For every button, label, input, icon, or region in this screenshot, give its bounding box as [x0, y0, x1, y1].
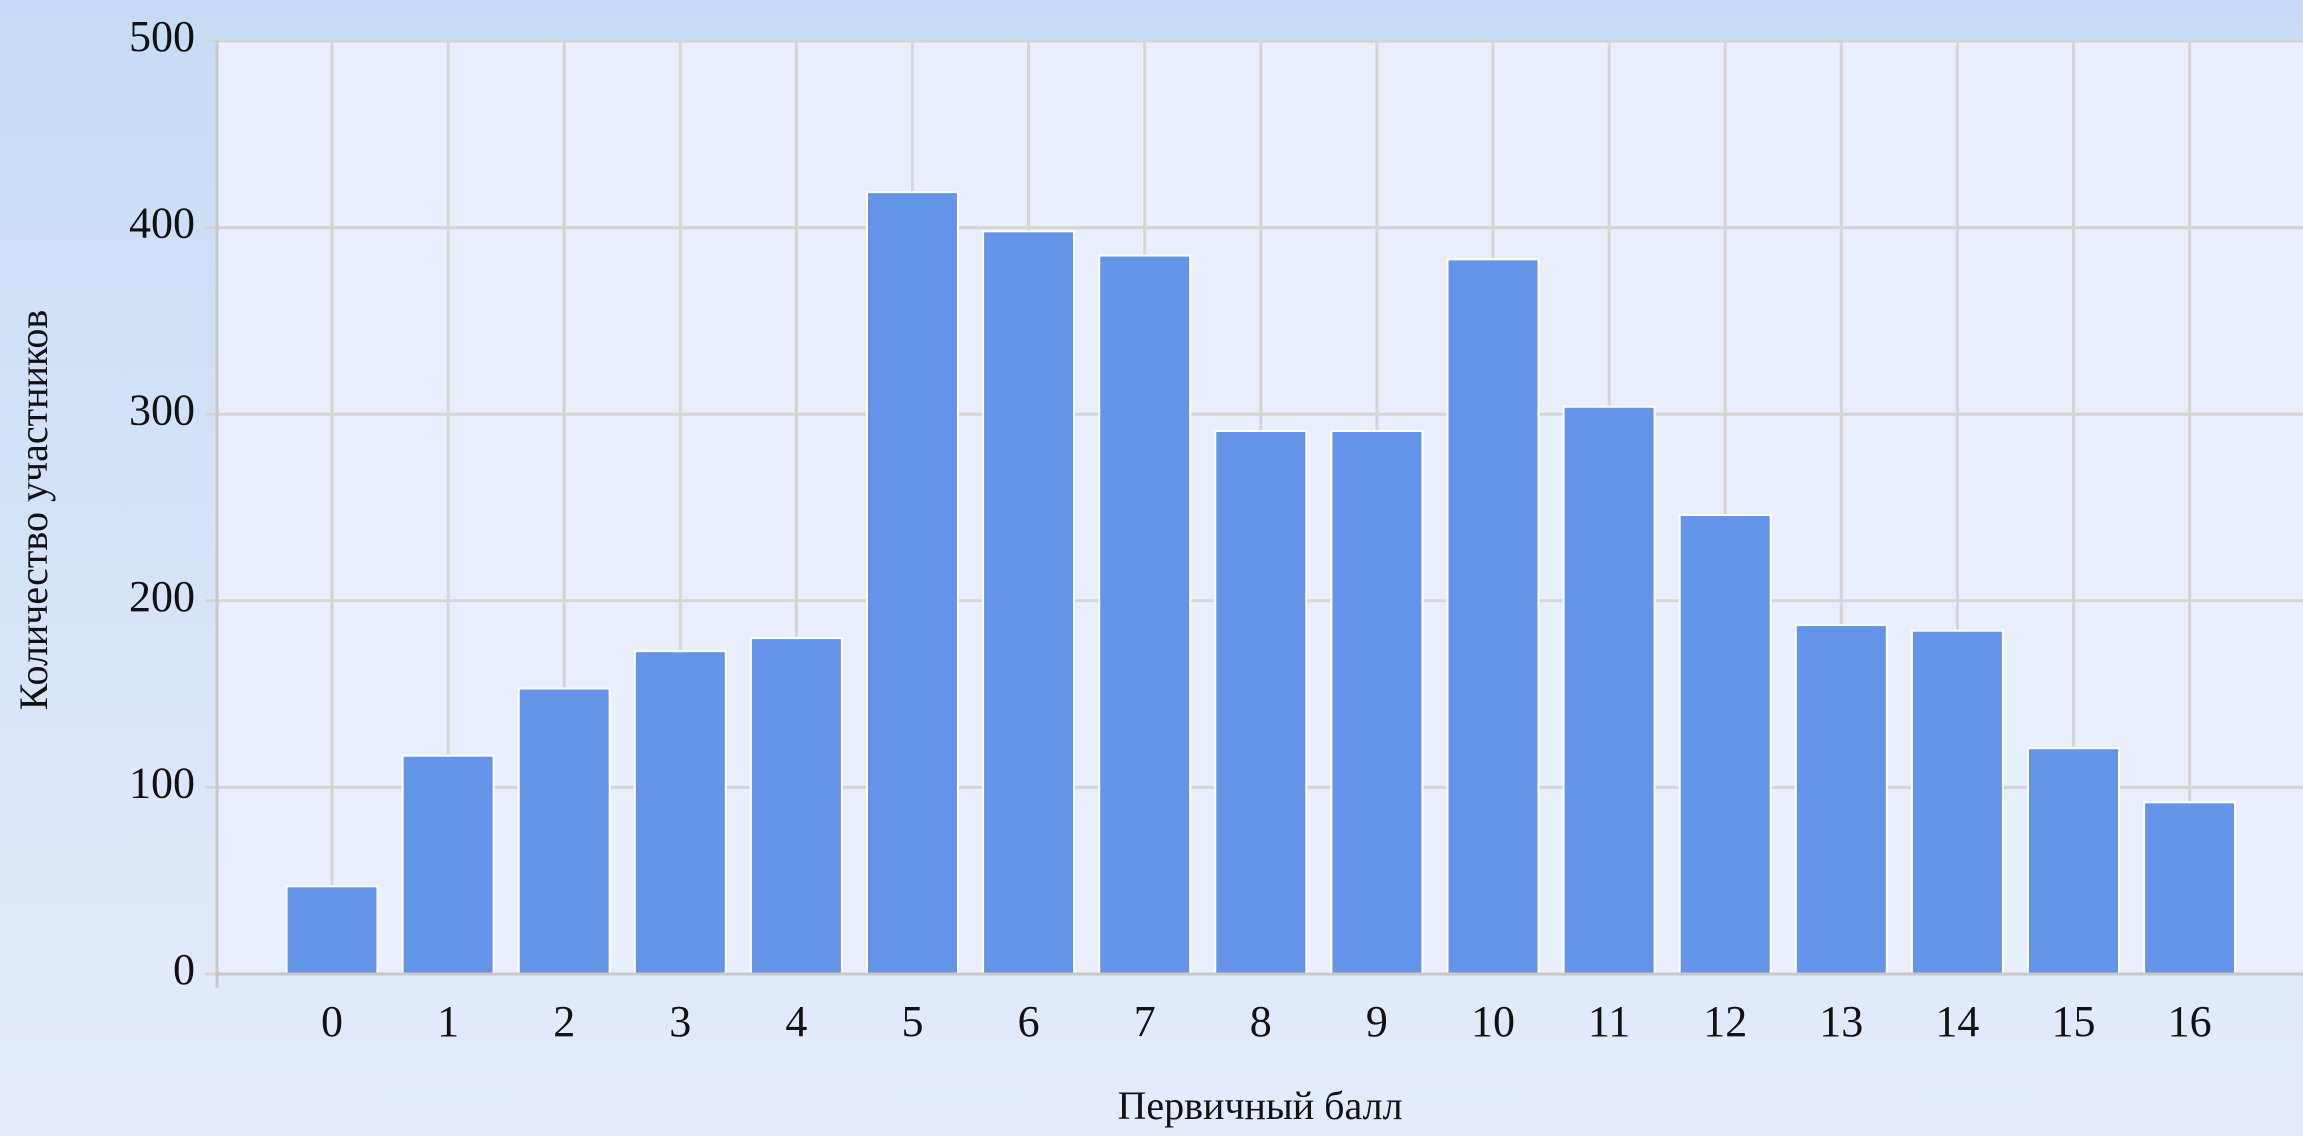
y-tick-label: 500: [129, 12, 195, 61]
bar: [401, 754, 495, 975]
bar: [285, 885, 379, 975]
y-tick-label: 100: [129, 758, 195, 807]
y-tick-label: 200: [129, 572, 195, 621]
x-tick-label: 3: [669, 997, 691, 1046]
x-tick-label: 12: [1703, 997, 1747, 1046]
x-tick-label: 11: [1588, 997, 1630, 1046]
x-tick-label: 10: [1471, 997, 1515, 1046]
x-tick-label: 6: [1018, 997, 1040, 1046]
x-tick-label: 8: [1250, 997, 1272, 1046]
bar: [2143, 801, 2237, 975]
bar: [517, 687, 611, 975]
bar: [1446, 258, 1540, 975]
bar: [1214, 429, 1308, 975]
x-tick-label: 2: [553, 997, 575, 1046]
x-tick-label: 7: [1134, 997, 1156, 1046]
bar: [1794, 624, 1888, 975]
bar: [1678, 513, 1772, 975]
x-tick-label: 16: [2168, 997, 2212, 1046]
bar: [1330, 429, 1424, 975]
bar: [2027, 747, 2120, 975]
bar: [1910, 629, 2004, 975]
bar: [633, 650, 727, 975]
x-tick-label: 13: [1819, 997, 1863, 1046]
x-tick-label: 4: [785, 997, 807, 1046]
bar: [1098, 254, 1192, 975]
y-axis-title: Количество участников: [11, 310, 56, 710]
y-tick-label: 300: [129, 385, 195, 434]
bar: [866, 191, 959, 975]
x-tick-label: 1: [437, 997, 459, 1046]
y-tick-label: 0: [173, 945, 195, 994]
x-tick-label: 14: [1935, 997, 1979, 1046]
x-tick-label: 9: [1366, 997, 1388, 1046]
bar: [749, 637, 843, 975]
x-axis-title: Первичный балл: [1117, 1083, 1402, 1128]
x-tick-label: 0: [321, 997, 343, 1046]
bar: [1562, 405, 1656, 975]
x-tick-label: 15: [2052, 997, 2096, 1046]
y-tick-label: 400: [129, 199, 195, 248]
x-tick-label: 5: [902, 997, 924, 1046]
bar: [982, 230, 1076, 976]
